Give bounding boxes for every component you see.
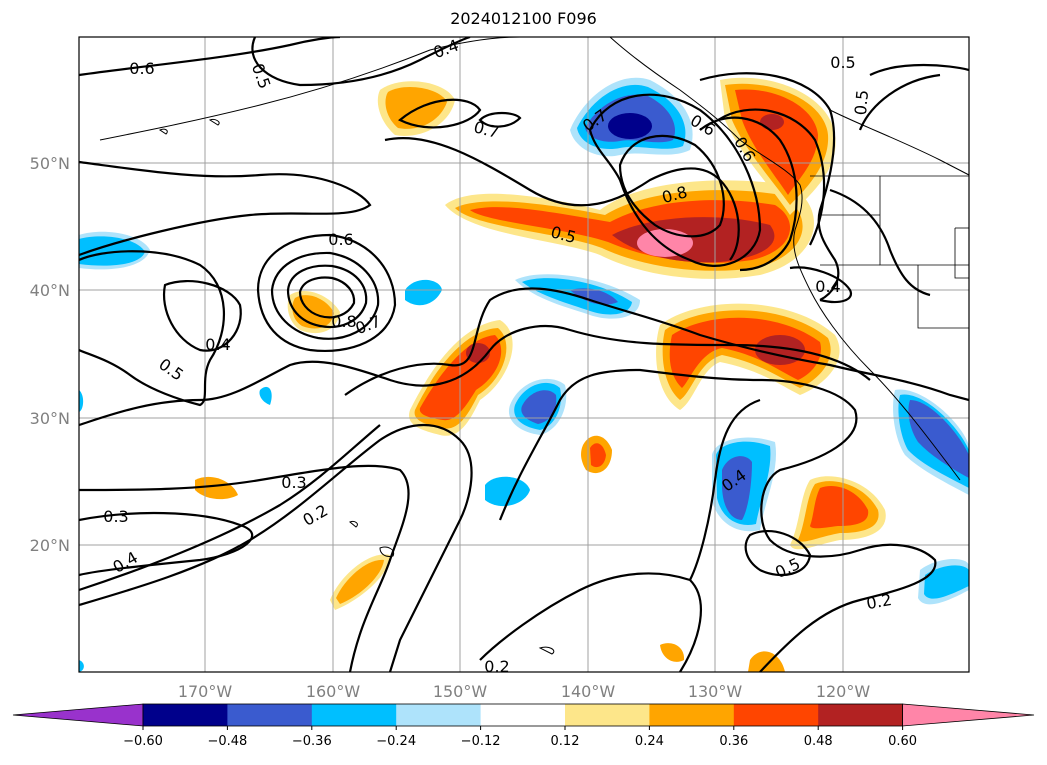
colorbar-segment [649, 704, 735, 726]
contour-lines [79, 37, 969, 672]
contour-label: 0.4 [815, 277, 840, 296]
colorbar-segment [396, 704, 482, 726]
colorbar-outline [142, 703, 903, 727]
lon-label-150w: 150°W [433, 682, 488, 701]
colorbar-segment [311, 704, 397, 726]
contour-label: 0.4 [205, 335, 230, 354]
positive-anomaly-fill [195, 77, 886, 672]
map-frame [78, 36, 970, 673]
colorbar-tick-label: −0.48 [207, 734, 247, 749]
colorbar-segment [480, 704, 566, 726]
lon-label-130w: 130°W [688, 682, 743, 701]
colorbar-tick-label: 0.12 [551, 734, 580, 749]
contour-label: 0.8 [331, 312, 356, 331]
colorbar-segment [227, 704, 313, 726]
colorbar-segment [818, 704, 904, 726]
contour-label: 0.5 [851, 89, 872, 116]
colorbar-tick-label: −0.36 [292, 734, 332, 749]
lon-label-120w: 120°W [816, 682, 871, 701]
contour-label: 0.3 [281, 473, 306, 492]
colorbar-segment [733, 704, 819, 726]
lon-label-140w: 140°W [561, 682, 616, 701]
lon-label-160w: 160°W [306, 682, 361, 701]
map-title: 2024012100 F096 [450, 9, 597, 28]
latitude-labels: 50°N 40°N 30°N 20°N [30, 154, 70, 555]
graticule [79, 37, 969, 672]
colorbar-extend-low [12, 703, 144, 727]
colorbar-tick-label: −0.24 [376, 734, 416, 749]
colorbar-segment [565, 704, 650, 726]
contour-label: 0.5 [830, 53, 855, 72]
colorbar-tick-label: −0.12 [461, 734, 501, 749]
shading-layer [79, 77, 969, 672]
colorbar-tick-label: 0.36 [719, 734, 748, 749]
lat-label-20n: 20°N [30, 536, 70, 555]
colorbar-tick-label: 0.60 [888, 734, 917, 749]
longitude-labels: 170°W 160°W 150°W 140°W 130°W 120°W [178, 682, 871, 701]
colorbar-segment [143, 704, 228, 726]
colorbar-tick-label: 0.24 [635, 734, 664, 749]
lat-label-50n: 50°N [30, 154, 70, 173]
contour-label: 0.2 [865, 590, 893, 613]
contour-label: 0.3 [103, 507, 128, 526]
lat-label-40n: 40°N [30, 281, 70, 300]
contour-label: 0.6 [129, 59, 154, 78]
colorbar: −0.60 −0.48 −0.36 −0.24 −0.12 0.12 0.24 0.36 0.4… [12, 703, 1035, 749]
colorbar-tick-label: −0.60 [123, 734, 163, 749]
contour-label: 0.2 [484, 657, 509, 676]
lon-label-170w: 170°W [178, 682, 233, 701]
colorbar-tick-label: 0.48 [804, 734, 833, 749]
contour-label: 0.6 [328, 230, 353, 249]
colorbar-extend-high [902, 703, 1035, 727]
coastlines [99, 37, 969, 655]
lat-label-30n: 30°N [30, 409, 70, 428]
